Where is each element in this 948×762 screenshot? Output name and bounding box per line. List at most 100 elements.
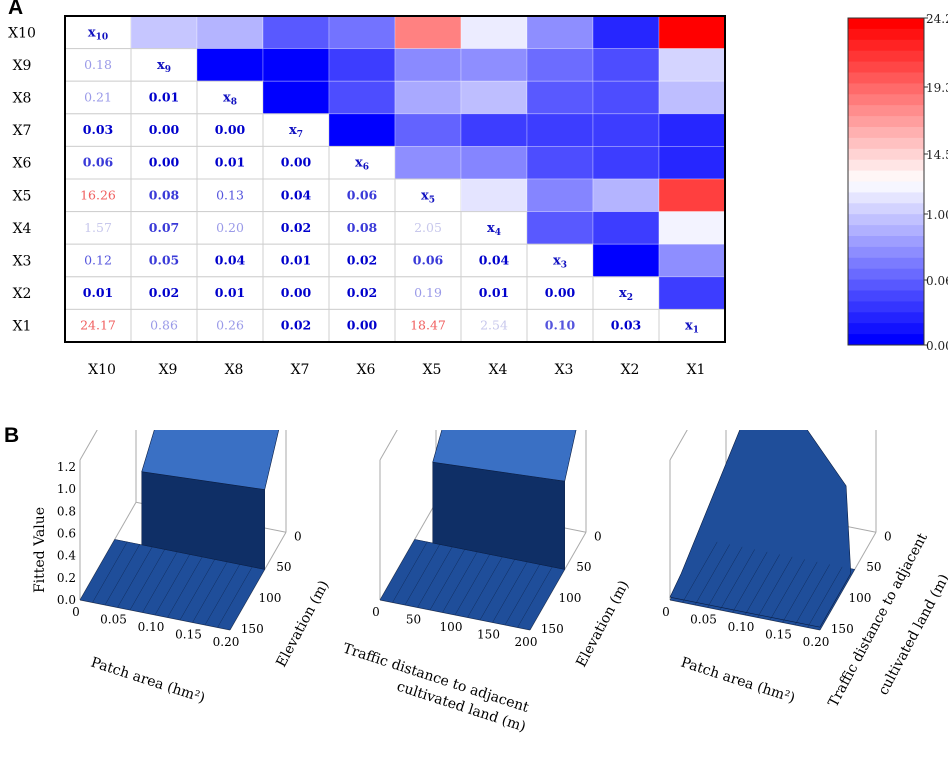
heatmap-cell-lower [328,276,396,310]
heatmap-cell-value: 1.57 [84,220,112,235]
heatmap-row-label: X6 [13,156,32,172]
x-tick-label: 150 [477,628,500,642]
surface-mesh-line [782,561,818,623]
colorbar-segment [848,257,924,270]
y-axis-label: Elevation (m) [273,578,332,670]
heatmap-diagonal-label: x6 [355,156,369,173]
heatmap-cell-value: 0.08 [347,220,378,235]
heatmap-diagonal-label: x5 [421,188,435,205]
surface-plateau [141,430,280,490]
heatmap-row-label: X8 [13,91,32,107]
y-tick-label: 100 [849,591,872,605]
surface-mesh-line [682,541,718,603]
heatmap-cell-value: 0.04 [281,187,312,202]
surface-mesh-line [429,549,465,611]
heatmap-cell-value: 2.05 [414,220,442,235]
surface-mesh-line [517,566,553,628]
heatmap-cell-upper [394,113,462,147]
heatmap-cell-value: 0.05 [149,253,179,268]
colorbar-segment [848,94,924,106]
heatmap-row-label: X7 [13,123,32,139]
x-tick-label: 0.15 [765,628,792,642]
colorbar-segment [848,18,924,30]
heatmap-cell-lower [262,243,330,278]
colorbar-segment [848,290,924,302]
heatmap-cell-upper [526,145,594,180]
x-tick-label: 0.20 [213,635,240,649]
heatmap-row-label: X3 [13,254,32,270]
heatmap-cell-value: 0.01 [281,253,311,268]
colorbar-segment [848,214,924,226]
heatmap-cell-upper [262,80,330,115]
x-tick-label: 0 [662,605,670,619]
colorbar-segment [848,105,924,117]
heatmap-cell-upper [196,15,264,49]
heatmap-row-label: X9 [13,58,32,74]
heatmap-cell-lower [64,178,132,213]
axis-box-edge [379,430,398,461]
heatmap-cell-upper [526,48,594,82]
colorbar-tick-label: 24.20 [926,12,948,26]
z-axis-label: Fitted Value [32,507,48,593]
surface-mesh-line [454,554,490,616]
y-tick-label: 100 [259,591,282,605]
heatmap-col-label: X2 [621,362,640,378]
heatmap-cell-upper [460,145,528,180]
y-tick-label: 150 [831,622,854,636]
colorbar-tick-label: 0.06 [926,274,948,288]
heatmap-cell-value: 0.01 [479,285,509,300]
x-tick-label: 0.05 [690,613,717,627]
heatmap-cell-lower [130,276,198,310]
heatmap-cell-diagonal [394,178,462,213]
heatmap-cell-upper [460,15,528,49]
surface-mesh-line [404,544,440,606]
heatmap-cell-value: 18.47 [410,318,446,333]
colorbar-frame [847,17,925,346]
heatmap-cell-value: 0.02 [281,318,311,333]
heatmap-cell-value: 16.26 [80,187,116,202]
surface-plot [669,430,877,631]
y-tick-label: 50 [866,560,881,574]
x-tick-label: 0 [72,605,80,619]
heatmap-cell-value: 0.00 [149,155,180,170]
heatmap-cell-value: 0.04 [479,253,510,268]
heatmap-cell-value: 0.10 [545,318,576,333]
heatmap-cell-value: 0.04 [215,253,246,268]
y-tick-label: 0 [294,529,302,543]
heatmap-row-label: X2 [13,286,32,302]
heatmap-cell-lower [262,145,330,180]
z-tick-label: 0.4 [57,549,76,563]
y-tick-label: 150 [541,622,564,636]
surface-mesh-line [142,551,178,613]
heatmap-cell-lower [130,211,198,245]
heatmap-diagonal-label: x10 [88,25,108,42]
surface-plots: 00.050.100.150.200501001501.21.00.80.60.… [32,430,948,735]
heatmap-cell-value: 0.02 [149,285,179,300]
heatmap-cell-diagonal [592,276,660,310]
heatmap-cell-lower [64,211,132,245]
heatmap-cell-lower [196,145,264,180]
colorbar-segment [848,28,924,41]
z-tick-label: 0.8 [57,504,76,518]
heatmap-cell-value: 0.06 [347,187,378,202]
colorbar-segment [848,301,924,313]
colorbar-segment [848,116,924,128]
surface-mesh-line [492,561,528,623]
heatmap-cell-value: 0.21 [84,90,112,105]
colorbar-segment [848,83,924,95]
heatmap-diagonal-label: x7 [289,123,303,140]
heatmap-cell-lower [196,211,264,245]
colorbar-segment [848,312,924,324]
heatmap-cell-upper [526,80,594,115]
colorbar-segment [848,137,924,150]
panel-b-label: B [4,424,20,447]
y-tick-label: 50 [276,560,291,574]
x-axis-label: Patch area (hm²) [679,655,797,707]
heatmap-cell-lower [394,308,462,343]
heatmap-cell-lower [328,243,396,278]
surface-mesh-line [732,551,768,613]
z-tick-label: 0.0 [57,593,76,607]
colorbar-tick-label: 1.00 [926,208,948,222]
heatmap-cell-upper [460,48,528,82]
heatmap-diagonal-label: x4 [487,221,501,238]
